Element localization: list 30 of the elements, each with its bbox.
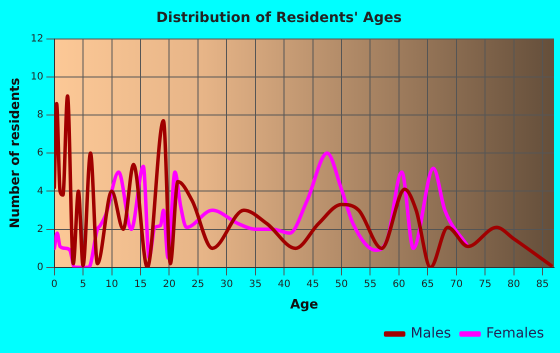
x-tick-label: 60 (392, 278, 406, 290)
x-tick-label: 45 (306, 278, 320, 290)
x-tick-label: 70 (450, 278, 463, 290)
x-tick-label: 15 (134, 278, 147, 290)
x-tick-label: 40 (278, 278, 290, 290)
y-tick-label: 0 (36, 262, 44, 273)
x-tick-label: 0 (51, 278, 58, 290)
y-tick-label: 12 (30, 33, 44, 44)
x-tick-label: 75 (478, 278, 492, 290)
x-axis-title: Age (290, 298, 318, 313)
y-axis-title: Number of residents (8, 78, 24, 228)
x-tick-label: 35 (248, 278, 262, 290)
x-tick-label: 25 (192, 278, 204, 290)
x-tick-label: 50 (335, 278, 348, 290)
chart-title: Distribution of Residents' Ages (156, 10, 402, 26)
x-tick-label: 65 (421, 278, 434, 290)
legend-label: Females (486, 326, 544, 342)
x-tick-label: 20 (162, 278, 176, 290)
x-tick-label: 30 (220, 278, 233, 290)
y-tick-label: 2 (36, 224, 44, 235)
x-tick-label: 85 (536, 278, 549, 290)
y-tick-label: 10 (30, 71, 44, 82)
x-tick-label: 10 (105, 278, 118, 290)
x-tick-label: 5 (80, 278, 86, 290)
y-tick-label: 4 (36, 186, 44, 197)
x-tick-label: 55 (364, 278, 377, 290)
x-tick-label: 80 (507, 278, 520, 290)
y-tick-label: 6 (36, 148, 44, 159)
y-tick-label: 8 (36, 110, 44, 121)
legend-label: Males (410, 326, 452, 342)
